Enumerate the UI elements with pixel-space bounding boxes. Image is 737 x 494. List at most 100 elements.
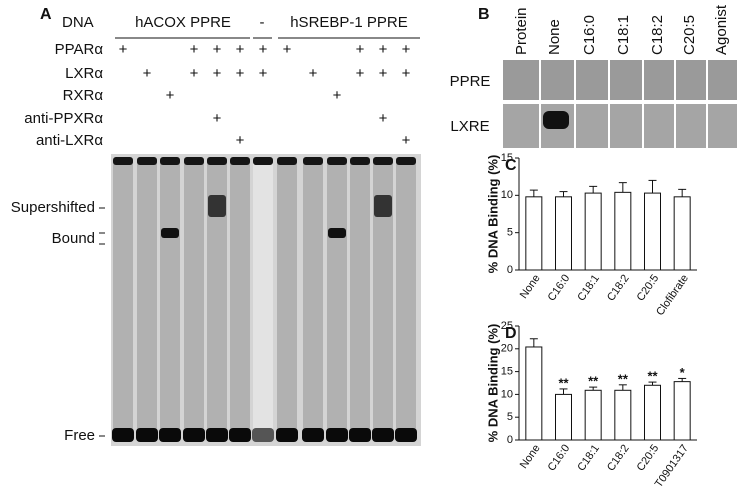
band <box>113 157 133 165</box>
band <box>276 428 298 442</box>
lane-smear <box>373 160 393 435</box>
x-tick-label: C20:5 <box>635 273 662 304</box>
row-label: PPARα <box>55 41 104 58</box>
x-tick-label: None <box>518 443 543 471</box>
lane-smear <box>277 160 297 435</box>
bar <box>584 389 602 441</box>
panel-letter: C <box>505 157 517 174</box>
row-label: RXRα <box>63 87 104 104</box>
row-label: LXRE <box>450 118 489 135</box>
band <box>161 228 179 238</box>
lane-mark: + <box>143 65 152 82</box>
band <box>206 428 228 442</box>
lane-mark: + <box>236 65 245 82</box>
band <box>277 157 297 165</box>
row-label: PPRE <box>450 73 491 90</box>
lane-mark: + <box>236 132 245 149</box>
band <box>184 157 204 165</box>
x-tick-label: C18:2 <box>605 273 632 304</box>
band <box>350 157 370 165</box>
lane-mark: + <box>333 87 342 104</box>
significance: ** <box>618 371 629 386</box>
lane-smear <box>184 160 204 435</box>
bar <box>525 346 543 441</box>
band <box>373 157 393 165</box>
band <box>396 157 416 165</box>
y-tick-label: 5 <box>507 227 513 239</box>
lane-smear <box>137 160 157 435</box>
dna-group: - <box>260 14 265 31</box>
lane-mark: + <box>119 41 128 58</box>
bar <box>644 192 661 271</box>
column-label: C18:2 <box>649 15 666 55</box>
lane-mark: + <box>356 41 365 58</box>
band <box>136 428 158 442</box>
lane-mark: + <box>379 41 388 58</box>
lane-smear <box>303 160 323 435</box>
lane-smear <box>230 160 250 435</box>
row-label: LXRα <box>65 65 103 82</box>
bar <box>673 196 691 271</box>
x-tick-label: C16:0 <box>546 443 573 474</box>
band <box>253 157 273 165</box>
row-label: anti-LXRα <box>36 132 103 149</box>
band <box>159 428 181 442</box>
band <box>137 157 157 165</box>
column-label: C20:5 <box>681 15 698 55</box>
band <box>327 157 347 165</box>
band <box>302 428 324 442</box>
band <box>326 428 348 442</box>
significance: * <box>680 365 686 380</box>
x-tick-label: C18:2 <box>605 443 632 474</box>
bar <box>673 381 691 441</box>
lane-mark: + <box>402 132 411 149</box>
column-label: C18:1 <box>615 15 632 55</box>
lane-mark: + <box>402 65 411 82</box>
band <box>328 228 346 238</box>
panel-letter: B <box>478 6 490 23</box>
column-label: None <box>546 19 563 55</box>
lane-smear <box>350 160 370 435</box>
significance: ** <box>647 369 658 384</box>
lane-mark: + <box>190 65 199 82</box>
x-tick-label: C20:5 <box>635 443 662 474</box>
y-tick-label: 20 <box>501 343 513 355</box>
dna-label: DNA <box>62 14 94 31</box>
band <box>160 157 180 165</box>
y-tick-label: 10 <box>501 189 513 201</box>
panel-letter: A <box>40 6 52 23</box>
band <box>349 428 371 442</box>
lane-smear <box>253 160 273 435</box>
dna-group: hSREBP-1 PPRE <box>290 14 408 31</box>
x-tick-label: C18:1 <box>575 273 602 304</box>
lane-smear <box>396 160 416 435</box>
lane-mark: + <box>379 110 388 127</box>
x-tick-label: C18:1 <box>575 443 602 474</box>
band <box>303 157 323 165</box>
lane-mark: + <box>379 65 388 82</box>
band <box>372 428 394 442</box>
y-tick-label: 0 <box>507 264 513 276</box>
gel <box>503 60 737 100</box>
lane-mark: + <box>213 65 222 82</box>
lane-mark: + <box>309 65 318 82</box>
band <box>229 428 251 442</box>
lane-smear <box>327 160 347 435</box>
gel-images <box>111 60 737 446</box>
band <box>230 157 250 165</box>
bar <box>644 384 661 441</box>
dna-group: hACOX PPRE <box>135 14 231 31</box>
y-tick-label: 0 <box>507 434 513 446</box>
lane-smear <box>207 160 227 435</box>
column-label: C16:0 <box>581 15 598 55</box>
y-tick-label: 10 <box>501 388 513 400</box>
gel-label: Bound <box>52 230 95 247</box>
lane-mark: + <box>166 87 175 104</box>
band <box>112 428 134 442</box>
lane-mark: + <box>259 41 268 58</box>
column-label: Protein <box>513 7 530 55</box>
bar <box>584 192 602 271</box>
x-tick-label: None <box>518 273 543 301</box>
band <box>207 157 227 165</box>
